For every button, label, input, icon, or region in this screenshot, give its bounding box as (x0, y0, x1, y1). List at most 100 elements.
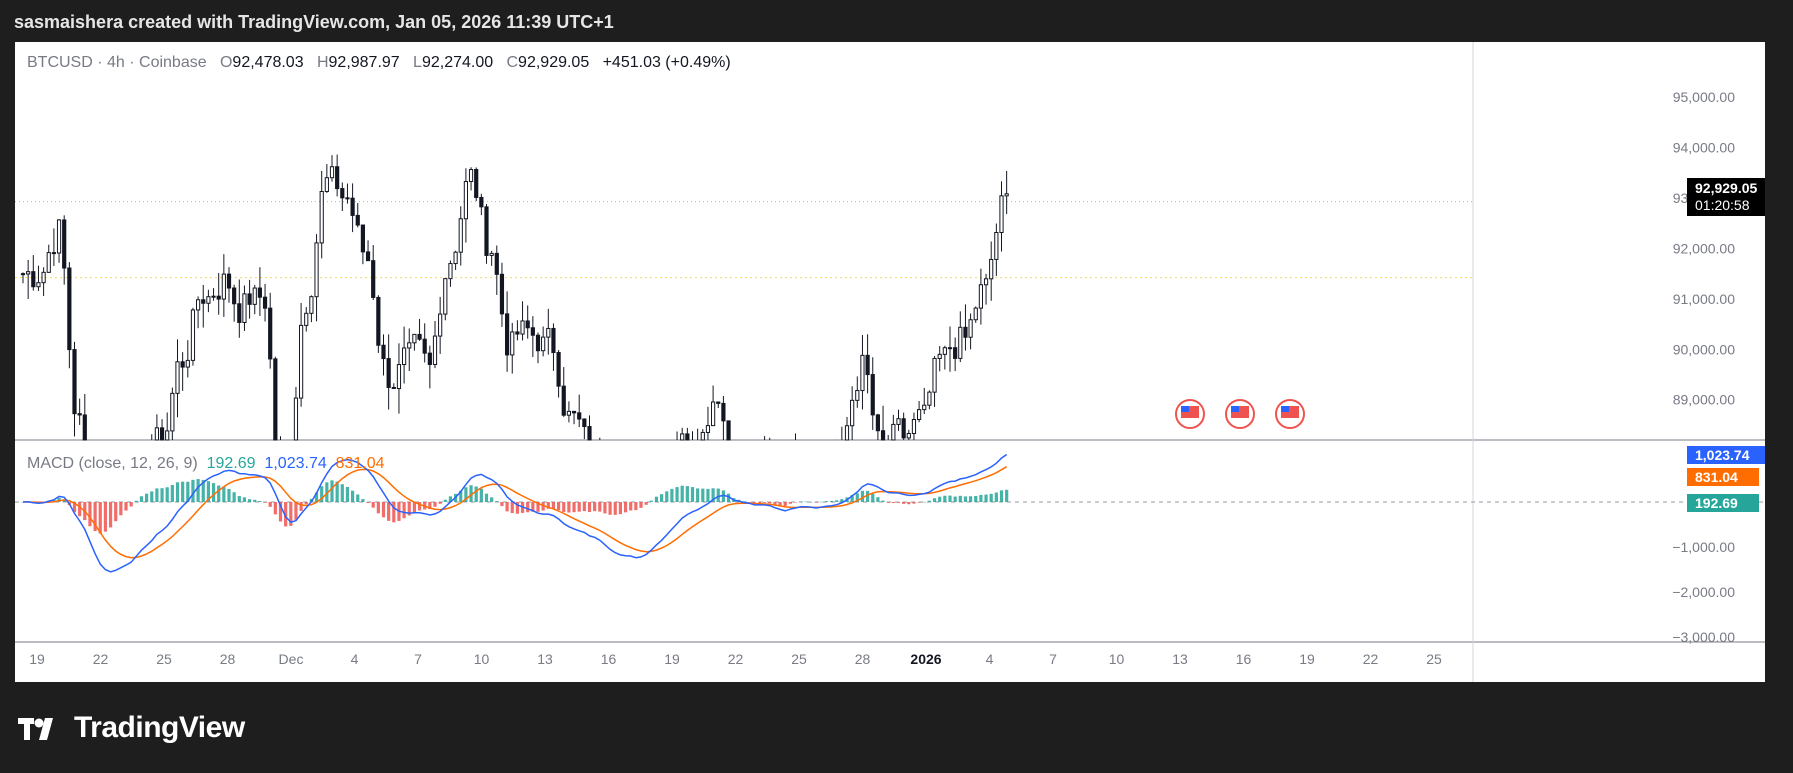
macd-hist-bar (922, 501, 926, 503)
macd-hist-bar (876, 497, 880, 502)
price-tick-label: 95,000.00 (1673, 89, 1735, 105)
candle-body (911, 419, 917, 434)
macd-hist-bar (108, 502, 113, 528)
candle-body (262, 296, 268, 309)
macd-hist-bar (706, 488, 710, 502)
time-tick-label: 4 (351, 651, 359, 667)
candle-body (958, 326, 963, 359)
macd-hist-bar (191, 479, 195, 502)
candle-body (417, 333, 422, 340)
close-label: C (506, 54, 519, 71)
candle-body (154, 427, 160, 441)
macd-hist-bar (675, 487, 679, 502)
macd-hist-bar (629, 502, 633, 511)
macd-hist-bar (155, 488, 159, 502)
macd-hist-bar (696, 488, 700, 502)
macd-hist-bar (145, 493, 149, 502)
candle-body (711, 401, 716, 427)
time-tick-label: 13 (1172, 651, 1188, 667)
symbol-legend[interactable]: BTCUSD · 4h · Coinbase O92,478.03 H92,98… (27, 54, 731, 72)
macd-hist-bar (835, 500, 839, 502)
macd-hist-bar (495, 501, 499, 502)
last-price-value: 92,929.05 (1695, 180, 1758, 196)
macd-hist-bar (505, 502, 509, 512)
candle-body (505, 313, 510, 356)
candle-body (443, 278, 448, 315)
candle-body (82, 414, 87, 441)
price-tick-label: 89,000.00 (1673, 392, 1735, 408)
macd-hist-bar (974, 495, 978, 502)
macd-tick-label: −2,000.00 (1672, 584, 1735, 600)
candle-body (479, 196, 484, 208)
macd-hist-bar (299, 502, 303, 511)
macd-hist-value: 192.69 (206, 455, 256, 472)
macd-hist-bar (98, 502, 102, 534)
time-tick-label: 19 (29, 651, 45, 667)
macd-hist-bar (304, 502, 308, 505)
time-tick-label: 10 (474, 651, 490, 667)
candle-body (293, 397, 299, 441)
candle-body (314, 242, 319, 298)
candle-body (865, 354, 870, 376)
macd-hist-bar (479, 488, 483, 502)
candle-body (906, 432, 911, 439)
time-tick-label: 16 (1236, 651, 1252, 667)
macd-hist-bar (660, 494, 664, 502)
chart-canvas[interactable]: 95,000.0094,000.0093,000.0092,000.0091,0… (15, 42, 1765, 682)
macd-hist-bar (783, 502, 787, 506)
candle-body (335, 166, 340, 190)
candle-body (422, 338, 427, 354)
candle-body (901, 418, 906, 439)
candle-body (252, 287, 257, 305)
macd-legend[interactable]: MACD (close, 12, 26, 9) 192.69 1,023.74 … (27, 455, 385, 473)
candle-body (541, 336, 546, 352)
macd-title[interactable]: MACD (close, 12, 26, 9) (27, 455, 198, 472)
macd-hist-bar (881, 500, 885, 502)
macd-line-value: 1,023.74 (264, 455, 327, 472)
candle-body (381, 344, 386, 360)
macd-hist-bar (78, 502, 82, 517)
tradingview-brand[interactable]: TradingView (18, 706, 245, 750)
macd-hist-bar (680, 485, 684, 502)
macd-hist-bar (711, 488, 715, 502)
candle-body (412, 333, 417, 344)
macd-hist-bar (819, 501, 823, 503)
candle-body (520, 320, 525, 335)
macd-hist-bar (788, 502, 792, 504)
candle-body (680, 433, 685, 441)
macd-hist-bar (752, 502, 756, 504)
symbol-name[interactable]: BTCUSD · 4h · Coinbase (27, 54, 207, 71)
macd-hist-bar (484, 493, 489, 502)
tradingview-logo-icon (18, 718, 53, 740)
macd-hist-bar (896, 502, 901, 503)
macd-hist-bar (320, 486, 324, 502)
candle-body (721, 402, 726, 422)
candle-body (546, 327, 551, 338)
time-tick-label: 22 (1363, 651, 1379, 667)
time-tick-label: 4 (986, 651, 994, 667)
chart-panel[interactable]: 95,000.0094,000.0093,000.0092,000.0091,0… (15, 42, 1765, 682)
macd-hist-bar (958, 495, 962, 502)
candle-body (448, 263, 453, 280)
candle-body (175, 361, 180, 394)
macd-hist-bar (186, 481, 190, 502)
candle-body (561, 385, 566, 416)
macd-line (22, 453, 1008, 573)
macd-hist-bar (361, 499, 365, 502)
macd-hist-bar (387, 502, 391, 521)
macd-hist-bar (969, 496, 973, 502)
macd-hist-bar (139, 496, 144, 502)
time-tick-label: 10 (1109, 651, 1125, 667)
candle-body (232, 287, 237, 305)
candle-body (26, 271, 31, 275)
macd-hist-bar (721, 490, 725, 502)
macd-hist-bar (134, 500, 138, 502)
candle-body (77, 413, 82, 416)
time-tick-label: 16 (601, 651, 617, 667)
candle-body (855, 390, 860, 401)
macd-hist-bar (93, 502, 97, 532)
candle-body (386, 358, 391, 388)
time-tick-label: 19 (1299, 651, 1315, 667)
close-value: 92,929.05 (518, 54, 590, 71)
macd-hist-bar (860, 490, 865, 502)
